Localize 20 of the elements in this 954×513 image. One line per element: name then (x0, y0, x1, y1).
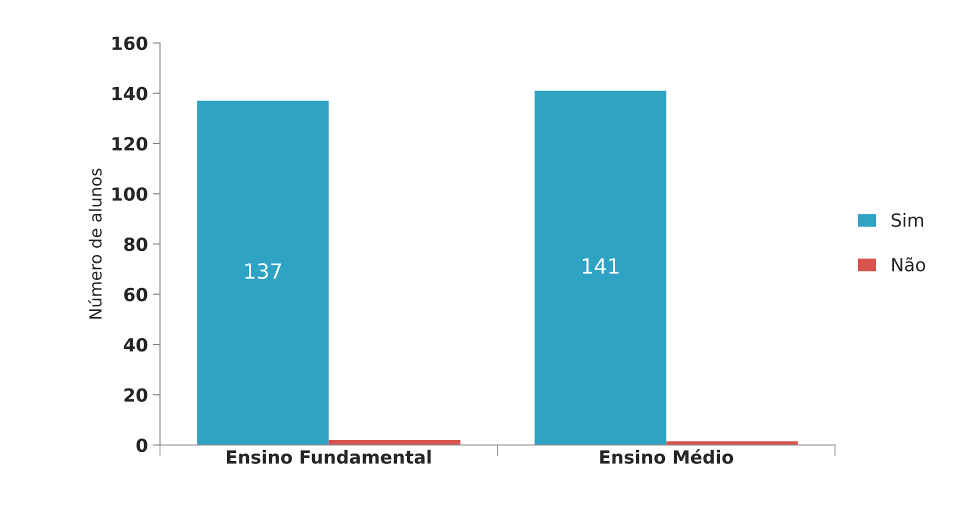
y-tick-label: 140 (112, 86, 148, 100)
y-tick-label: 0 (136, 438, 148, 452)
bar (666, 441, 798, 445)
x-tick-label: Ensino Fundamental (226, 450, 431, 464)
y-tick-label: 160 (112, 36, 148, 50)
y-tick-label: 60 (124, 288, 148, 302)
y-tick-label: 120 (112, 136, 148, 151)
y-tick-label: 100 (112, 187, 148, 201)
y-tick-label: 40 (124, 338, 148, 352)
bar (197, 100, 329, 445)
x-tick-label: Ensino Médio (600, 449, 734, 464)
legend-label: Sim (892, 212, 924, 227)
data-label: 137 (245, 263, 282, 279)
y-axis-title: Número de alunos (88, 168, 102, 319)
y-tick-label: 80 (124, 237, 148, 252)
y-tick-label: 20 (124, 388, 148, 402)
bar (328, 440, 460, 445)
data-label: 141 (582, 258, 618, 274)
bar (534, 90, 666, 445)
legend-label: Não (892, 257, 926, 272)
